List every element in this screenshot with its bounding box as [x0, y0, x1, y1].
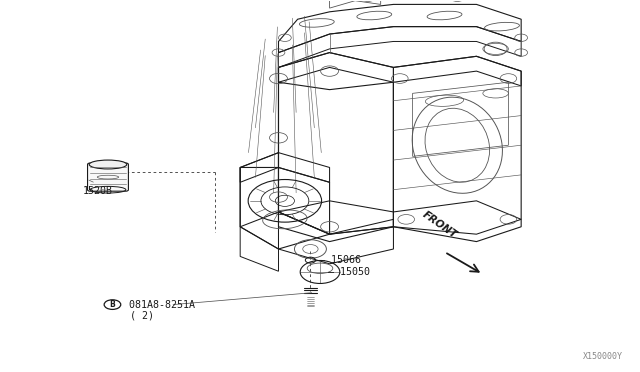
- Text: – 15050: – 15050: [328, 267, 371, 277]
- Text: ( 2): ( 2): [131, 311, 154, 321]
- Text: B: B: [109, 300, 115, 309]
- FancyBboxPatch shape: [88, 163, 129, 191]
- Text: X150000Y: X150000Y: [583, 352, 623, 361]
- Text: – 15066: – 15066: [319, 255, 362, 265]
- Ellipse shape: [89, 160, 127, 169]
- Text: FRONT: FRONT: [421, 210, 459, 241]
- Text: 081A8-8251A: 081A8-8251A: [123, 299, 195, 310]
- Text: 1520B: 1520B: [83, 186, 113, 196]
